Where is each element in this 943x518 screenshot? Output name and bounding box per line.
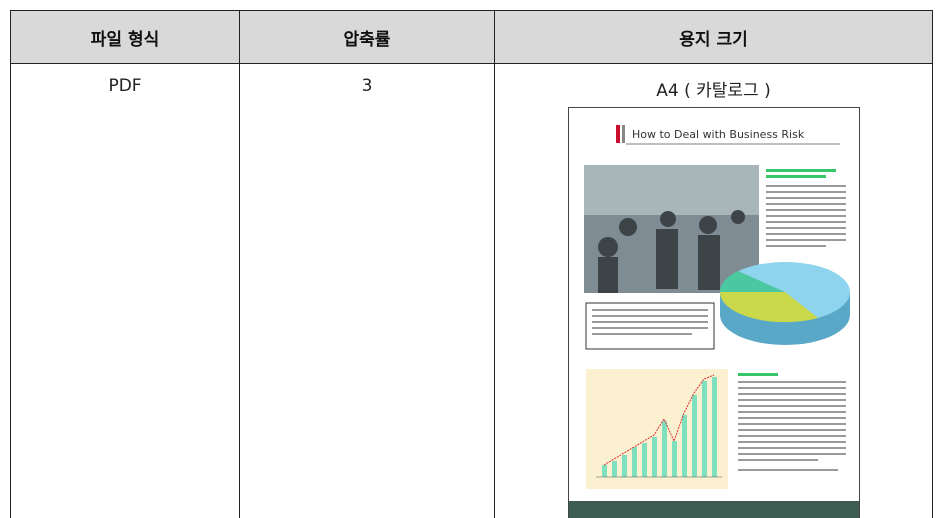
cell: 3 xyxy=(240,64,495,518)
cell-text: 3 xyxy=(362,76,373,96)
thumb-title: How to Deal with Business Risk xyxy=(632,128,805,141)
cell-text: PDF xyxy=(108,76,141,96)
data-row: PDF 3 A4 ( 카탈로그 ) How to Deal with Busin… xyxy=(11,64,933,518)
cell: A4 ( 카탈로그 ) How to Deal with Business Ri… xyxy=(495,64,933,518)
title-accent xyxy=(622,125,625,143)
title-accent xyxy=(616,125,620,143)
cell-text: A4 ( 카탈로그 ) xyxy=(656,81,770,101)
spec-table: 파일 형식 압축률 용지 크기 PDF 3 A4 ( 카탈로그 ) How to… xyxy=(10,10,933,518)
header-cell: 용지 크기 xyxy=(495,11,933,64)
photo xyxy=(584,165,759,215)
footer-band xyxy=(569,501,859,518)
page: 파일 형식 압축률 용지 크기 PDF 3 A4 ( 카탈로그 ) How to… xyxy=(0,0,943,518)
header-cell: 파일 형식 xyxy=(11,11,240,64)
catalog-thumbnail: How to Deal with Business Risk xyxy=(568,107,860,518)
cell: PDF xyxy=(11,64,240,518)
header-cell: 압축률 xyxy=(240,11,495,64)
header-row: 파일 형식 압축률 용지 크기 xyxy=(11,11,933,64)
